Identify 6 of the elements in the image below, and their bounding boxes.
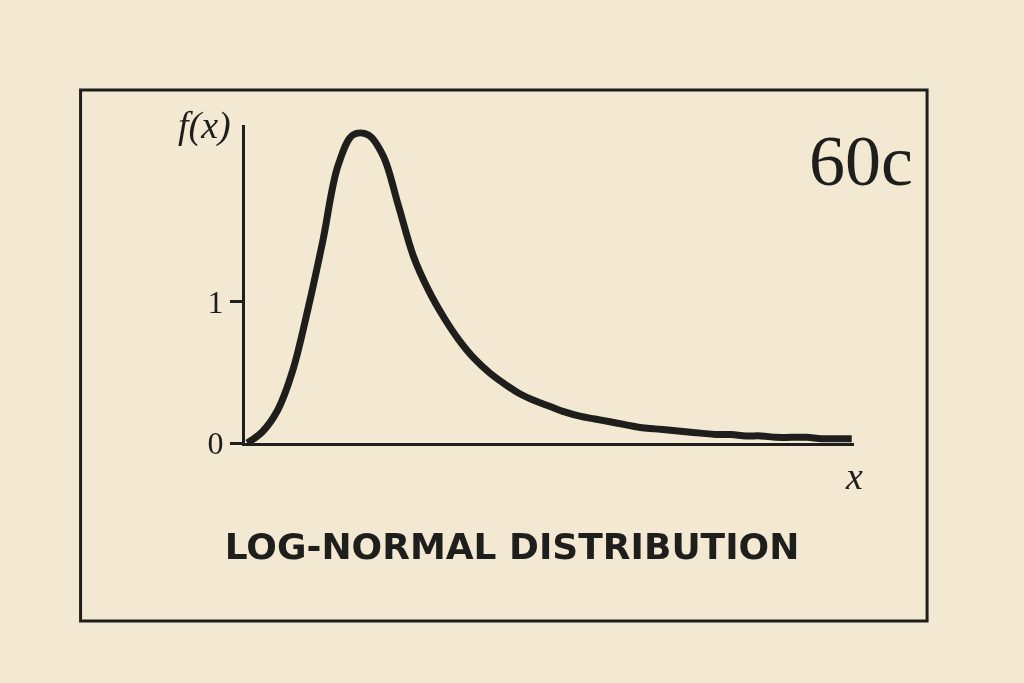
y-axis-title: f(x)	[178, 104, 231, 147]
x-axis-title: x	[845, 455, 863, 497]
y-tick-label: 1	[207, 283, 224, 320]
y-tick-label: 0	[207, 425, 224, 462]
text: LOG-NORMAL DISTRIBUTION	[224, 526, 800, 567]
annotation: 60c	[809, 121, 913, 201]
